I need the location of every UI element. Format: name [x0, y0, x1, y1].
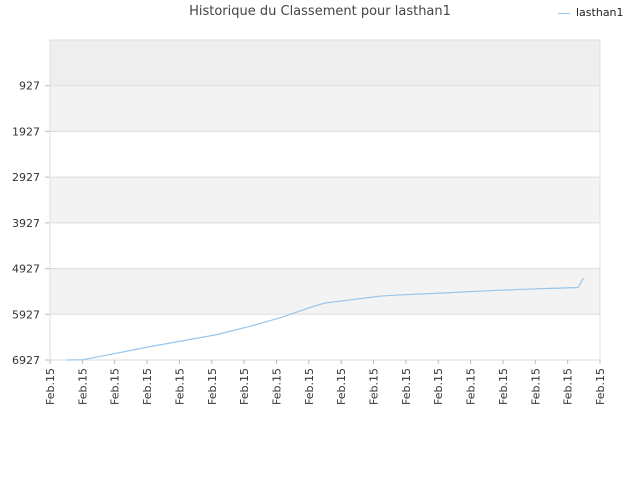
- x-tick-label: Feb.15: [562, 368, 575, 405]
- x-tick-label: Feb.15: [44, 368, 57, 405]
- legend: lasthan1: [558, 6, 624, 19]
- plot-band: [50, 222, 600, 269]
- legend-swatch: [558, 12, 570, 14]
- plot-band: [50, 85, 600, 132]
- series-line-lasthan1: [66, 277, 585, 361]
- y-tick-label: 1927: [12, 125, 40, 138]
- y-tick-label: 927: [19, 80, 40, 93]
- x-tick-label: Feb.15: [465, 368, 478, 405]
- y-tick-label: 5927: [12, 308, 40, 321]
- x-tick-label: Feb.15: [303, 368, 316, 405]
- y-tick-label: 6927: [12, 354, 40, 367]
- plot-band: [50, 177, 600, 223]
- x-tick-label: Feb.15: [238, 368, 251, 405]
- x-tick-label: Feb.15: [206, 368, 219, 405]
- plot-band: [50, 314, 600, 360]
- x-tick-label: Feb.15: [109, 368, 122, 405]
- x-tick-label: Feb.15: [497, 368, 510, 405]
- x-tick-label: Feb.15: [368, 368, 381, 405]
- y-tick-label: 3927: [12, 217, 40, 230]
- x-tick-label: Feb.15: [594, 368, 607, 405]
- plot-band: [50, 131, 600, 178]
- plot-band: [50, 268, 600, 315]
- plot-border: [49, 39, 601, 361]
- x-tick-label: Feb.15: [529, 368, 542, 405]
- plot-band: [50, 40, 600, 86]
- x-tick-label: Feb.15: [335, 368, 348, 405]
- x-tick-label: Feb.15: [270, 368, 283, 405]
- y-tick-label: 4927: [12, 263, 40, 276]
- x-tick-label: Feb.15: [76, 368, 89, 405]
- x-tick-label: Feb.15: [141, 368, 154, 405]
- y-tick-label: 2927: [12, 171, 40, 184]
- x-tick-label: Feb.15: [173, 368, 186, 405]
- chart-title: Historique du Classement pour lasthan1: [189, 4, 451, 19]
- legend-label: lasthan1: [576, 6, 624, 19]
- x-tick-label: Feb.15: [400, 368, 413, 405]
- x-tick-label: Feb.15: [432, 368, 445, 405]
